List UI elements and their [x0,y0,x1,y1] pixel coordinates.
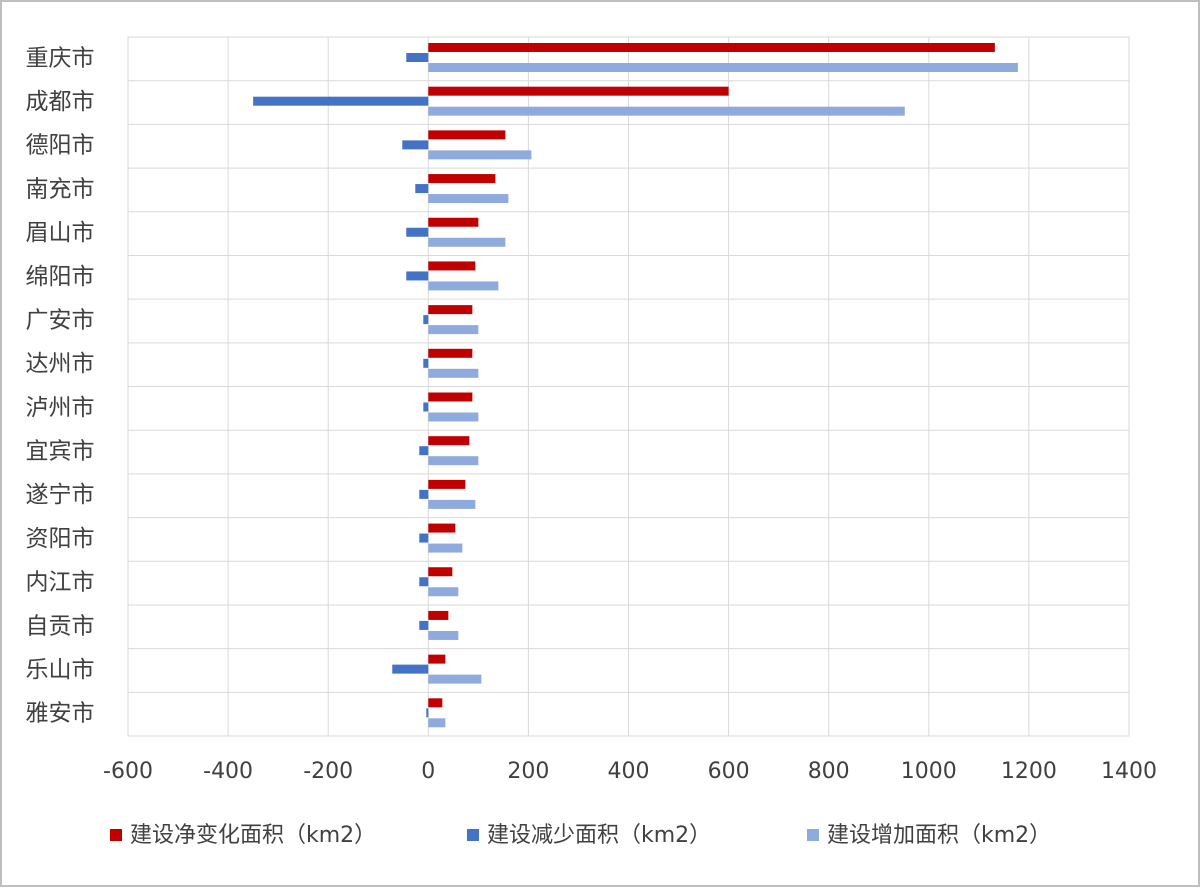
bar [428,499,476,509]
bar [428,43,995,52]
y-tick-label: 南充市 [26,176,95,202]
bar [428,194,509,204]
y-tick-label: 宜宾市 [26,439,95,465]
bar [428,261,476,271]
x-tick-label: 1000 [901,759,957,784]
bar [428,174,496,184]
bar [428,150,532,160]
bar [428,237,506,247]
y-tick-label: 泸州市 [26,395,95,421]
x-tick-label: -600 [103,759,153,784]
legend-swatch [467,829,479,841]
bar [419,489,429,499]
bar [406,53,429,62]
bar [428,368,479,378]
bar [428,348,473,358]
bar [428,674,482,684]
bar [428,392,473,402]
bar [419,446,429,456]
bar [428,436,470,446]
bar [428,698,443,708]
y-tick-label: 德阳市 [26,133,95,159]
y-tick-label: 成都市 [26,89,95,115]
bar [428,63,1018,72]
bar [428,106,905,116]
bar [415,184,429,194]
x-tick-label: 400 [608,759,650,784]
bar [428,630,459,640]
bar [419,577,429,587]
bar [428,610,449,620]
y-tick-label: 达州市 [26,351,95,377]
bar [423,402,429,412]
legend-swatch [110,829,122,841]
y-tick-label: 绵阳市 [26,264,95,290]
bar [428,718,446,728]
bar [428,305,473,315]
x-tick-label: 200 [507,759,549,784]
bar [428,456,479,466]
bar [406,227,429,237]
y-tick-label: 眉山市 [26,220,95,246]
bar [428,479,466,489]
bar [428,543,463,553]
bar [428,587,459,597]
y-tick-label: 重庆市 [26,45,95,71]
bar [428,325,479,335]
y-tick-label: 自贡市 [26,613,95,639]
bar [428,567,453,577]
bar [419,620,429,630]
y-tick-label: 乐山市 [26,657,95,683]
bar [428,654,446,664]
legend-label: 建设净变化面积（km2） [130,823,376,848]
bar [428,86,729,96]
x-tick-label: 1200 [1001,759,1057,784]
bar [253,96,429,106]
x-tick-label: -400 [203,759,253,784]
x-tick-label: 600 [708,759,750,784]
legend-label: 建设增加面积（km2） [827,823,1051,848]
x-tick-label: 800 [808,759,850,784]
y-tick-label: 遂宁市 [26,482,95,508]
bar [428,412,479,422]
y-tick-label: 广安市 [26,307,95,333]
bar [402,140,429,150]
bar [423,315,429,325]
bar [426,708,429,718]
legend-label: 建设减少面积（km2） [487,823,711,848]
bar [428,217,479,227]
bar [423,358,429,368]
bar [428,281,499,291]
bar [406,271,429,281]
y-tick-label: 资阳市 [26,526,95,552]
bar [428,523,456,533]
bar [428,130,506,140]
x-tick-label: 1400 [1101,759,1157,784]
bar [392,664,429,674]
legend-swatch [807,829,819,841]
y-tick-label: 雅安市 [26,701,95,727]
x-tick-label: 0 [421,759,435,784]
y-tick-label: 内江市 [26,570,95,596]
bar [419,533,429,543]
x-tick-label: -200 [303,759,353,784]
